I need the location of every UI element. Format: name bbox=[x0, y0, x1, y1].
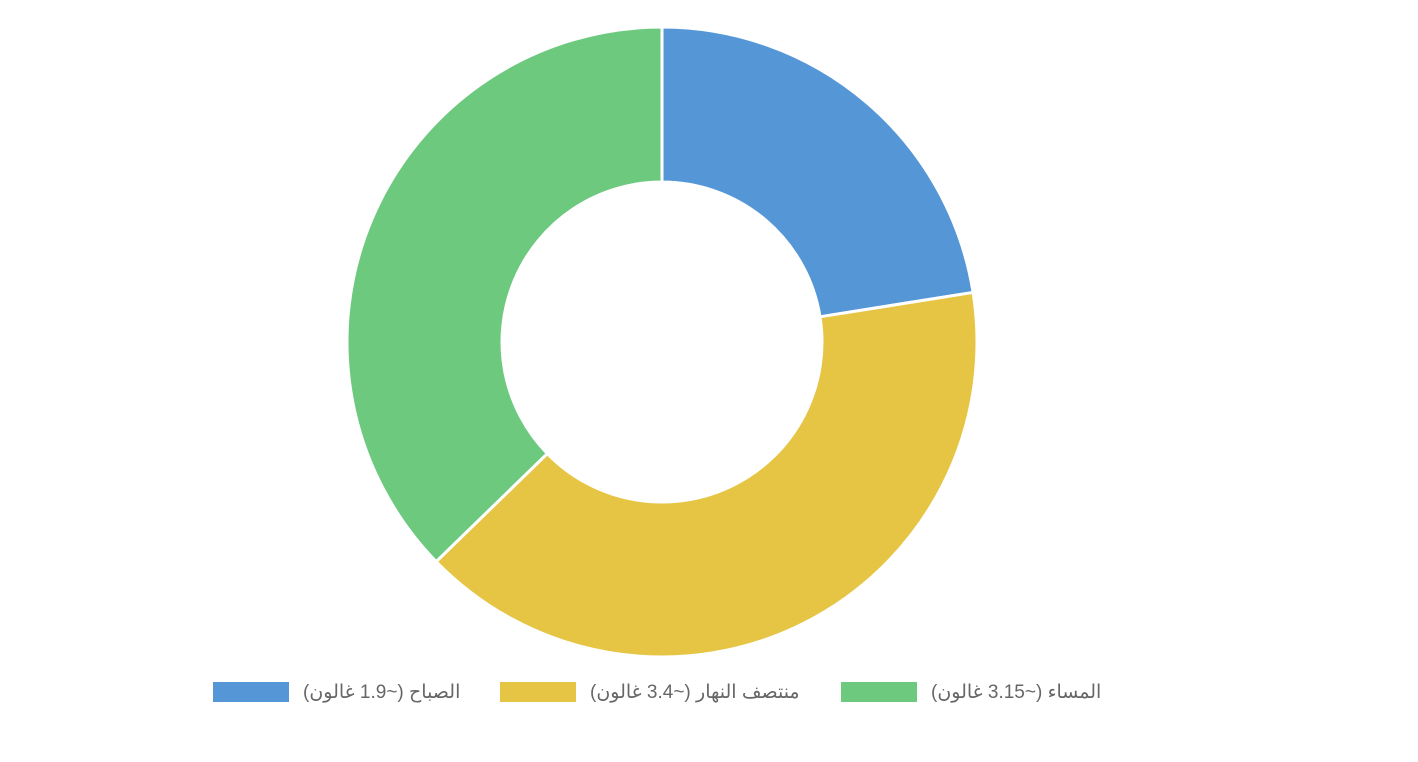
slice-midday[interactable] bbox=[434, 290, 979, 659]
slice-evening[interactable] bbox=[345, 25, 664, 564]
slice-morning[interactable] bbox=[660, 25, 975, 319]
legend-label-evening: المساء (~3.15 غالون) bbox=[931, 681, 1102, 703]
legend-label-morning: الصباح (~1.9 غالون) bbox=[303, 681, 461, 703]
chart-legend: الصباح (~1.9 غالون) منتصف النهار (~3.4 غ… bbox=[0, 678, 1418, 706]
legend-label-midday: منتصف النهار (~3.4 غالون) bbox=[590, 681, 800, 703]
donut-slices bbox=[345, 25, 979, 659]
legend-swatch-morning bbox=[213, 682, 289, 702]
legend-swatch-evening bbox=[841, 682, 917, 702]
legend-item-midday[interactable]: منتصف النهار (~3.4 غالون) bbox=[500, 678, 800, 706]
legend-item-morning[interactable]: الصباح (~1.9 غالون) bbox=[213, 678, 460, 706]
legend-swatch-midday bbox=[500, 682, 576, 702]
legend-item-evening[interactable]: المساء (~3.15 غالون) bbox=[841, 678, 1101, 706]
